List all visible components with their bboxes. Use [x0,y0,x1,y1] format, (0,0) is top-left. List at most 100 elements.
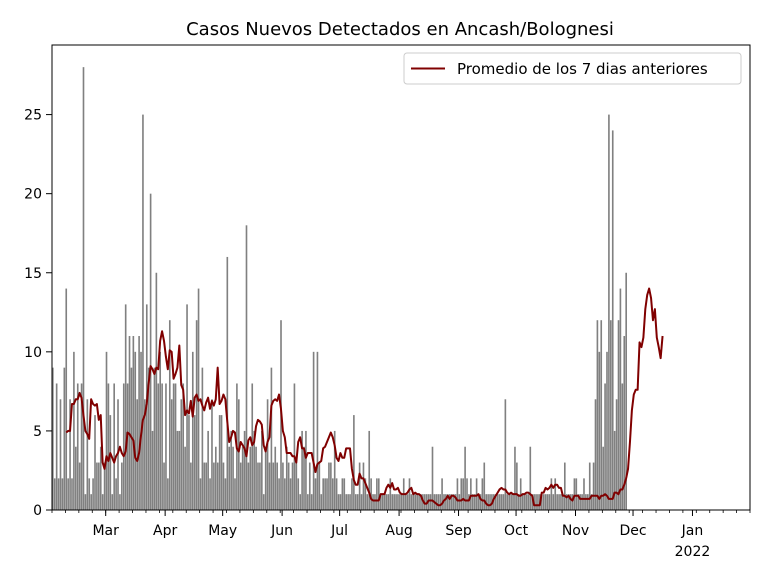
bar [410,494,413,510]
bar [220,415,223,510]
bar [587,494,589,510]
bar [262,494,265,510]
bar [126,383,129,510]
bar [320,494,323,510]
bar [149,193,152,511]
bar [268,462,271,510]
bar [351,478,353,510]
bar [577,494,580,510]
bar [52,367,54,510]
bar [337,494,340,510]
x-tick-sublabel: 2022 [675,544,711,560]
bar [358,462,361,510]
bar [167,478,169,510]
bar [99,446,102,510]
bar [115,478,117,510]
bar [546,494,549,510]
bar [307,494,309,510]
bar [401,494,403,510]
line-layer [65,287,664,507]
bar [617,320,620,510]
bar [487,494,489,510]
bar [623,336,626,510]
bar [581,494,583,510]
bar [144,399,146,510]
bar [531,494,534,510]
bar [598,351,601,510]
bar [506,494,509,510]
bar [101,494,104,510]
bar [119,494,121,510]
bar [441,478,443,510]
bar [121,462,123,510]
bar [385,494,388,510]
bar [207,430,209,510]
bar [364,478,367,510]
bar [278,478,280,510]
bar [226,256,229,510]
x-tick-label: Aug [385,523,412,539]
bar [82,67,85,510]
chart-title: Casos Nuevos Detectados en Ancash/Bologn… [186,19,614,40]
bar [330,462,332,510]
bar [493,494,495,510]
x-tick-label: Oct [504,523,529,539]
bar [174,383,177,510]
x-tick-label: Sep [445,523,472,539]
bar [193,415,196,510]
bar [107,383,110,510]
bar [113,383,115,510]
bar [55,383,58,510]
bar [331,478,334,510]
bar [128,336,131,510]
bar [124,304,127,510]
legend: Promedio de los 7 dias anteriores [403,52,742,85]
bar [563,462,566,510]
bar [523,494,526,510]
bar [437,494,440,510]
bar [316,351,319,510]
bar [475,478,478,510]
bar [466,478,468,510]
bar [588,462,591,510]
bar [516,462,518,510]
axes-layer: 0 5 10 15 20 25 Mar Apr May Jun Jul Aug Sep Oct Nov Dec… [24,44,751,560]
bar [94,415,96,510]
bar [276,462,278,510]
bar [368,430,371,510]
bar [209,478,211,510]
x-tick-label: Mar [92,523,119,539]
bar [297,478,300,510]
bar [479,494,482,510]
bar [575,478,578,510]
bar [261,430,263,510]
bar [535,494,537,510]
bar [314,478,317,510]
bar [159,351,162,510]
bar [391,494,394,510]
bar [345,494,348,510]
bar [228,446,231,510]
bar [374,494,376,510]
bar [272,462,275,510]
bar [573,478,576,510]
bar [92,478,94,510]
bar [397,494,399,510]
bar [525,494,528,510]
bar [610,320,612,510]
bar [65,288,68,510]
bar [195,320,198,510]
bar [274,446,277,510]
bar [615,399,618,510]
bar [481,478,484,510]
bar [613,430,616,510]
bar [537,494,539,510]
bar [63,367,66,510]
bar [284,478,286,510]
bar [379,494,382,510]
bar [489,494,491,510]
bar [341,478,344,510]
bar [168,320,171,510]
bar [172,383,175,510]
bar [301,430,303,510]
